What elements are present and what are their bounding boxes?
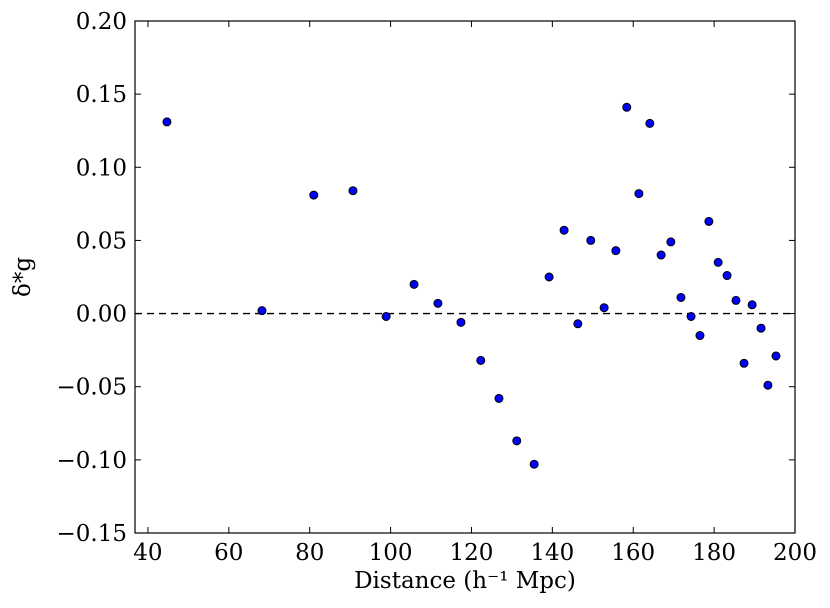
data-point xyxy=(494,393,504,403)
data-point xyxy=(731,295,741,305)
data-point xyxy=(756,323,766,333)
data-point xyxy=(747,300,757,310)
x-tick-label: 100 xyxy=(369,540,413,566)
plot-frame xyxy=(134,20,796,534)
x-tick-label: 140 xyxy=(530,540,574,566)
data-point xyxy=(713,257,723,267)
data-point xyxy=(622,102,632,112)
data-point xyxy=(309,190,319,200)
data-point xyxy=(544,272,554,282)
data-point xyxy=(695,331,705,341)
x-tick-label: 160 xyxy=(611,540,655,566)
y-tick-label: 0.05 xyxy=(76,228,127,254)
data-point xyxy=(559,225,569,235)
data-point xyxy=(529,459,539,469)
data-point xyxy=(645,118,655,128)
y-tick-label: 0.10 xyxy=(76,155,127,181)
x-tick-label: 40 xyxy=(133,540,162,566)
data-point xyxy=(476,355,486,365)
y-tick-label: −0.05 xyxy=(57,375,127,401)
x-axis-label: Distance (h⁻¹ Mpc) xyxy=(354,568,576,594)
x-tick-label: 180 xyxy=(692,540,736,566)
data-point xyxy=(348,186,358,196)
x-tick-label: 80 xyxy=(295,540,324,566)
data-point xyxy=(257,306,267,316)
y-tick-label: −0.10 xyxy=(57,448,127,474)
data-point xyxy=(586,235,596,245)
data-point xyxy=(512,436,522,446)
data-point xyxy=(763,380,773,390)
data-point xyxy=(656,250,666,260)
data-point xyxy=(771,351,781,361)
data-point xyxy=(611,246,621,256)
data-point xyxy=(573,319,583,329)
data-point xyxy=(704,216,714,226)
y-axis-label: δ*g xyxy=(10,257,36,297)
x-tick-label: 60 xyxy=(214,540,243,566)
x-tick-label: 120 xyxy=(450,540,494,566)
y-tick-label: 0.20 xyxy=(76,9,127,35)
data-point xyxy=(599,303,609,313)
data-point xyxy=(409,279,419,289)
data-point xyxy=(634,189,644,199)
data-point xyxy=(433,298,443,308)
data-point xyxy=(381,311,391,321)
y-tick-label: −0.15 xyxy=(57,521,127,547)
data-point xyxy=(686,311,696,321)
data-point xyxy=(456,317,466,327)
data-point xyxy=(676,292,686,302)
y-tick-label: 0.15 xyxy=(76,82,127,108)
data-point xyxy=(739,358,749,368)
y-tick-label: 0.00 xyxy=(76,302,127,328)
x-tick-label: 200 xyxy=(773,540,817,566)
data-point xyxy=(162,117,172,127)
data-point xyxy=(722,271,732,281)
data-point xyxy=(666,237,676,247)
